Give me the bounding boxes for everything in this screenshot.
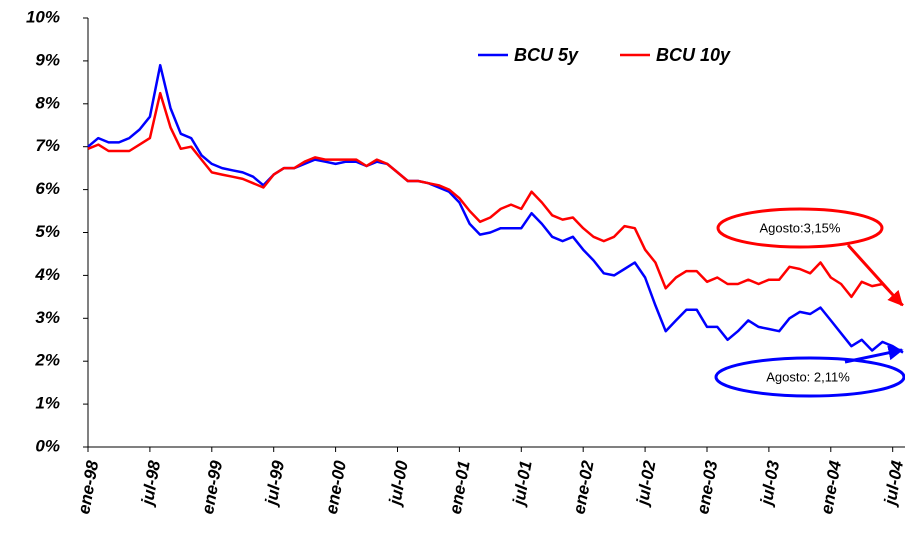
x-tick-label: jul-02: [633, 459, 660, 509]
y-tick-label: 2%: [34, 351, 60, 370]
y-tick-label: 3%: [35, 308, 60, 327]
x-tick-label: ene-04: [817, 459, 845, 516]
x-tick-label: jul-01: [509, 459, 536, 508]
x-tick-label: ene-99: [198, 459, 226, 516]
y-tick-label: 5%: [35, 222, 60, 241]
annotation-arrow: [846, 243, 904, 307]
annotation-ellipse: [716, 207, 884, 249]
y-tick-label: 9%: [35, 50, 60, 69]
series-line: [87, 63, 904, 354]
y-tick-label: 1%: [35, 394, 60, 413]
annotation-ellipse: [714, 356, 905, 398]
x-tick-label: jul-03: [756, 459, 783, 509]
annotation-arrow: [844, 345, 904, 364]
legend-box: [468, 40, 768, 76]
x-tick-label: ene-01: [446, 459, 474, 515]
plot: 0% 1% 2% 3% 4% 5% 6% 7% 8% 9% 10% ene-98 jul-98 ene-9…: [26, 7, 905, 516]
y-tick-label: 6%: [35, 179, 60, 198]
y-tick-label: 4%: [34, 265, 60, 284]
legend-label: BCU 10y: [656, 45, 731, 65]
x-tick-label: jul-99: [261, 459, 288, 509]
series-line: [87, 91, 904, 307]
x-tick-label: ene-03: [693, 459, 721, 516]
legend: BCU 5y BCU 10y: [468, 40, 768, 76]
x-tick-label: ene-98: [74, 459, 102, 516]
annotation-text: Agosto: 2,11%: [766, 369, 850, 384]
y-tick-label: 0%: [35, 436, 60, 455]
annotation: Agosto:3,15% Agosto: 2,11%: [714, 207, 905, 398]
x-tick-label: jul-00: [385, 459, 412, 509]
x-tick-label: jul-98: [137, 459, 164, 509]
legend-label: BCU 5y: [514, 45, 579, 65]
y-tick-label: 10%: [26, 7, 60, 26]
y-tick-label: 7%: [35, 136, 60, 155]
annotation-text: Agosto:3,15%: [760, 220, 841, 235]
x-tick-label: ene-02: [569, 459, 597, 516]
x-tick-label: ene-00: [322, 459, 350, 516]
x-tick-label: jul-04: [880, 459, 905, 509]
y-tick-label: 8%: [35, 93, 60, 112]
